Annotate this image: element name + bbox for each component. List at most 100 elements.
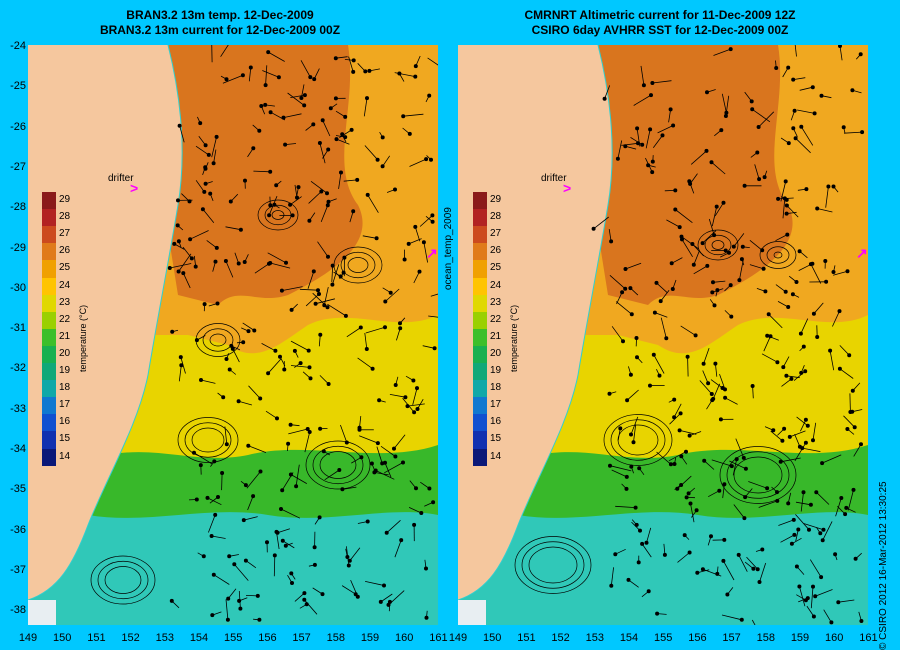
current-arrow-head <box>175 223 180 228</box>
eddy-ring <box>773 251 783 259</box>
colorbar-swatch <box>473 311 487 330</box>
colorbar-swatch <box>42 328 56 347</box>
current-arrow <box>796 416 809 427</box>
current-arrow <box>254 263 270 274</box>
current-arrow <box>721 93 727 113</box>
current-arrow-head <box>743 466 748 471</box>
current-arrow-head <box>288 422 293 427</box>
eddy-ring <box>202 328 234 352</box>
current-arrow-head <box>602 96 607 101</box>
current-arrow-head <box>304 602 309 607</box>
right-map[interactable] <box>458 45 868 625</box>
current-arrow <box>668 451 687 462</box>
eddy-ring <box>333 246 383 284</box>
eddy-ring <box>610 419 666 461</box>
current-arrow-head <box>728 47 733 52</box>
current-arrow <box>699 380 713 395</box>
current-arrow-head <box>423 566 428 571</box>
current-arrow <box>412 388 418 405</box>
current-arrow-head <box>634 335 639 340</box>
colorbar-tick-label: 26 <box>59 245 71 257</box>
current-arrow-head <box>850 88 855 93</box>
current-arrow <box>367 194 379 213</box>
current-arrow-head <box>815 206 820 211</box>
current-arrow-head <box>792 532 797 537</box>
current-arrow <box>267 358 282 374</box>
current-arrow <box>267 252 287 264</box>
longitude-label: 154 <box>189 632 209 644</box>
current-arrow-head <box>829 620 834 625</box>
current-arrow-head <box>290 213 295 218</box>
current-arrow-head <box>382 460 387 465</box>
current-arrow <box>211 136 217 158</box>
current-arrow <box>609 275 626 290</box>
current-arrow-head <box>294 195 299 200</box>
current-arrow-head <box>276 75 281 80</box>
current-arrow-head <box>844 505 849 510</box>
current-arrow-head <box>312 77 317 82</box>
current-arrow-head <box>397 321 402 326</box>
current-arrow <box>702 370 709 384</box>
current-arrow-head <box>307 365 312 370</box>
current-arrow-head <box>223 258 228 263</box>
longitude-label: 161 <box>429 632 448 644</box>
current-arrow <box>812 422 817 441</box>
current-arrow-head <box>687 550 692 555</box>
left-map-panel[interactable] <box>28 45 438 625</box>
current-arrow-head <box>277 354 282 359</box>
colorbar-swatch <box>42 294 56 313</box>
current-arrow <box>628 579 639 588</box>
current-arrow-head <box>803 369 808 374</box>
current-arrow <box>362 235 377 239</box>
current-arrow-head <box>672 397 677 402</box>
current-arrow <box>759 562 767 583</box>
current-arrow <box>270 262 291 269</box>
latitude-label: -34 <box>10 443 26 455</box>
longitude-label: 149 <box>448 632 468 644</box>
colorbar-swatch <box>42 260 56 278</box>
colorbar-tick-label: 15 <box>490 433 502 445</box>
latitude-label: -30 <box>10 281 26 294</box>
current-arrow <box>689 431 702 436</box>
longitude-label: 153 <box>155 632 174 644</box>
current-arrow-head <box>801 344 806 349</box>
eddy-ring <box>104 566 142 594</box>
longitude-label: 160 <box>395 632 414 644</box>
current-arrow-head <box>325 254 330 259</box>
current-arrow-head <box>341 270 346 275</box>
current-arrow-head <box>672 415 677 420</box>
current-arrow-head <box>364 96 369 101</box>
current-arrow-head <box>326 147 331 152</box>
current-arrow <box>604 85 611 99</box>
current-arrow <box>265 65 268 86</box>
current-arrow-head <box>338 170 343 175</box>
current-arrow-head <box>302 597 307 602</box>
drifter-marker-right: > <box>563 180 572 196</box>
current-arrow <box>222 74 244 84</box>
credit-text: © CSIRO 2012 16-Mar-2012 13:30:25 <box>878 481 889 650</box>
current-arrow-head <box>224 77 229 82</box>
current-arrow-head <box>286 441 291 446</box>
current-arrow-head <box>618 426 623 431</box>
current-arrow-head <box>266 50 271 55</box>
current-arrow <box>799 86 813 91</box>
current-arrow-head <box>221 395 226 400</box>
current-arrow-head <box>224 356 229 361</box>
current-arrow <box>322 120 331 137</box>
left-map[interactable] <box>28 45 438 625</box>
current-arrow <box>312 292 328 308</box>
current-arrow-head <box>388 290 393 295</box>
current-arrow <box>775 284 786 293</box>
current-arrow <box>365 326 386 334</box>
current-arrow-head <box>333 56 338 61</box>
current-arrow <box>341 585 356 595</box>
eddy-ring <box>319 451 357 479</box>
current-arrow <box>751 108 771 123</box>
current-arrow <box>283 113 302 118</box>
current-arrow <box>224 426 228 445</box>
right-map-panel[interactable] <box>458 45 868 625</box>
current-arrow <box>423 242 428 263</box>
current-arrow-head <box>775 360 780 365</box>
current-arrow <box>754 164 760 180</box>
current-arrow-head <box>306 348 311 353</box>
